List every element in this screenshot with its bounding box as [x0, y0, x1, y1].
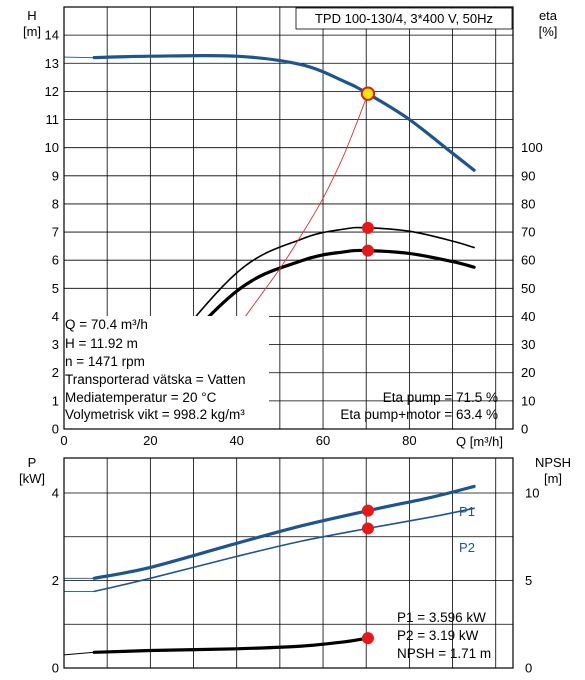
duty-point-p1: [361, 504, 374, 517]
p2-power-curve: [93, 507, 475, 593]
info-line: H = 11.92 m: [65, 336, 138, 351]
x-tick-label: 0: [60, 433, 67, 448]
top-left-tick-label: 8: [52, 196, 59, 211]
info-line: Mediatemperatur = 20 °C: [65, 390, 217, 405]
top-left-tick-label: 2: [52, 365, 59, 380]
top-left-tick-label: 3: [52, 337, 59, 352]
top-plot-frame: [63, 6, 514, 430]
bottom-left-tick-label: 4: [52, 486, 59, 501]
info-line: Q = 70.4 m³/h: [65, 317, 148, 332]
x-tick-label: 60: [316, 433, 330, 448]
bottom-series-group: [92, 484, 476, 654]
top-right-tick-label: 10: [521, 393, 535, 408]
top-right-tick-label: 60: [521, 253, 535, 268]
top-right-tick-label: 50: [521, 281, 535, 296]
head-curve: [92, 53, 476, 172]
chart-title: TPD 100-130/4, 3*400 V, 50Hz: [315, 11, 493, 26]
duty-point-eta-pump: [361, 221, 374, 234]
bottom-left-tick-label: 2: [52, 573, 59, 588]
duty-point-p2: [361, 522, 374, 535]
y-left-axis-unit: [m]: [23, 24, 41, 39]
top-left-tick-label: 11: [46, 112, 60, 127]
top-right-tick-label: 80: [521, 196, 535, 211]
info-line: Transporterad vätska = Vatten: [65, 372, 245, 387]
y-right-axis-label: eta: [539, 8, 558, 23]
power-info-line: NPSH = 1.71 m: [397, 646, 491, 661]
bottom-left-tick-label: 0: [52, 661, 59, 676]
npsh-axis-unit: [m]: [544, 471, 562, 486]
bottom-right-tick-label: 10: [525, 486, 539, 501]
bottom-plot-frame: [63, 457, 514, 669]
y-right-axis-unit: [%]: [539, 24, 558, 39]
top-left-tick-label: 12: [45, 84, 59, 99]
x-tick-label: 40: [229, 433, 243, 448]
p1-series-label: P1: [459, 504, 475, 519]
bottom-right-tick-label: 0: [525, 661, 532, 676]
p2-series-label: P2: [459, 540, 475, 555]
power-info-line: P1 = 3.596 kW: [397, 610, 486, 625]
title-box: [295, 7, 513, 30]
top-right-tick-label: 70: [521, 225, 535, 240]
npsh-curve: [92, 636, 370, 654]
bottom-right-tick-label: 5: [525, 573, 532, 588]
duty-point-npsh: [361, 632, 374, 645]
system-curve: [244, 93, 369, 317]
top-left-tick-label: 14: [45, 28, 59, 43]
top-left-tick-label: 10: [45, 140, 59, 155]
top-right-tick-label: 40: [521, 309, 535, 324]
power-axis-unit: [kW]: [19, 471, 45, 486]
top-left-tick-label: 13: [45, 56, 59, 71]
eta-info-line: Eta pump = 71.5 %: [383, 390, 498, 405]
power-axis-label: P: [28, 455, 37, 470]
x-tick-label: 80: [402, 433, 416, 448]
power-info-line: P2 = 3.19 kW: [397, 628, 479, 643]
head-curve-stub: [63, 56, 95, 59]
npsh-axis-label: NPSH: [535, 455, 571, 470]
top-right-tick-label: 20: [521, 365, 535, 380]
x-tick-label: 20: [143, 433, 157, 448]
x-axis-label: Q [m³/h]: [456, 434, 503, 449]
duty-point-eta-pump-motor: [361, 244, 374, 257]
eta-info-line: Eta pump+motor = 63.4 %: [340, 407, 498, 422]
top-left-tick-label: 7: [52, 225, 59, 240]
top-left-tick-label: 1: [52, 393, 59, 408]
top-left-tick-label: 0: [52, 422, 59, 437]
top-left-tick-label: 5: [52, 281, 59, 296]
top-right-tick-label: 0: [521, 422, 528, 437]
info-line: n = 1471 rpm: [65, 354, 145, 369]
p1-power-curve: [92, 484, 476, 580]
info-line: Volymetrisk vikt = 998.2 kg/m³: [65, 407, 245, 422]
top-left-tick-label: 6: [52, 253, 59, 268]
npsh-curve-stub: [63, 651, 95, 656]
duty-point-head: [360, 86, 376, 101]
top-right-tick-label: 90: [521, 168, 535, 183]
top-left-tick-label: 9: [52, 168, 59, 183]
top-right-tick-label: 30: [521, 337, 535, 352]
info-box-background: [64, 316, 269, 429]
top-right-tick-label: 100: [521, 140, 543, 155]
top-left-tick-label: 4: [52, 309, 59, 324]
y-left-axis-label: H: [27, 8, 36, 23]
